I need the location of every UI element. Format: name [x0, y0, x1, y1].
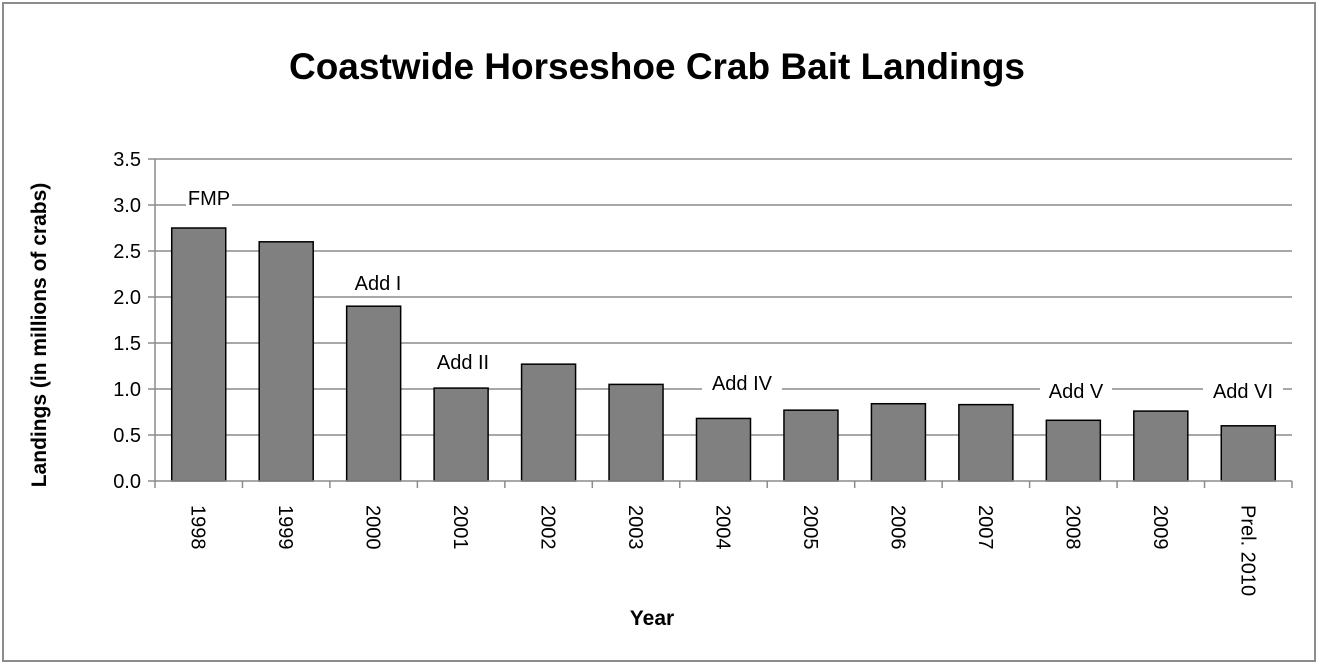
x-tick-label: 2005	[799, 505, 821, 550]
annotation-bg	[702, 370, 782, 394]
annotation-bg	[349, 270, 407, 294]
x-tick-label: 1998	[187, 505, 209, 550]
y-tick-label: 3.0	[113, 195, 141, 217]
x-tick-label: 1999	[274, 505, 296, 550]
annotation-bg	[1040, 378, 1112, 402]
annotation-label: Add VI	[1213, 381, 1273, 403]
bar-prel-2010	[1220, 425, 1277, 482]
annotation-label: Add IV	[712, 373, 773, 395]
bar-1998	[170, 227, 227, 482]
bar-2006	[870, 402, 927, 482]
y-tick-label: 1.0	[113, 379, 141, 401]
x-tick-label: 2009	[1149, 505, 1171, 550]
bar-2007	[958, 403, 1014, 482]
x-tick-label: 2007	[974, 505, 996, 550]
y-tick-label: 3.5	[113, 149, 141, 171]
annotations: FMP Add I Add II Add IV Add V Add VI	[186, 185, 1283, 403]
annotation-label: FMP	[188, 188, 230, 210]
annotation-label: Add II	[437, 352, 489, 374]
y-tick-label: 1.5	[113, 333, 141, 355]
annotation-bg	[428, 349, 498, 373]
bars	[170, 227, 1277, 482]
bar-2001	[433, 387, 489, 482]
x-tick-label: 2004	[712, 505, 734, 550]
bar-2005	[783, 409, 839, 482]
y-axis-label: Landings (in millions of crabs)	[28, 183, 51, 488]
x-tick-label: Prel. 2010	[1236, 505, 1258, 596]
annotation-bg	[186, 185, 232, 209]
bar-2008	[1045, 419, 1102, 482]
bar-2000	[345, 305, 402, 482]
bar-1999	[258, 241, 314, 482]
annotation-label: Add I	[355, 273, 402, 295]
y-tick-label: 2.0	[113, 287, 141, 309]
x-tick-label: 2008	[1061, 505, 1083, 550]
annotation-bg	[1203, 378, 1283, 402]
x-tick-label: 2006	[886, 505, 908, 550]
axes: 0.0 0.5 1.0 1.5 2.0 2.5 3.0 3.5 1998 1999 2000 2001…	[113, 149, 1293, 596]
x-tick-label: 2003	[624, 505, 646, 550]
bar-2003	[608, 383, 664, 482]
x-axis-label: Year	[630, 607, 674, 630]
y-tick-label: 0.0	[113, 471, 141, 493]
x-tick-label: 2002	[537, 505, 559, 550]
y-tick-label: 2.5	[113, 241, 141, 263]
chart-title: Coastwide Horseshoe Crab Bait Landings	[289, 46, 1025, 87]
bar-2002	[520, 363, 577, 482]
annotation-label: Add V	[1049, 381, 1104, 403]
x-tick-label: 2000	[362, 505, 384, 550]
y-tick-label: 0.5	[113, 425, 141, 447]
bar-2009	[1133, 410, 1189, 482]
bar-2004	[695, 417, 752, 482]
x-tick-label: 2001	[449, 505, 471, 550]
